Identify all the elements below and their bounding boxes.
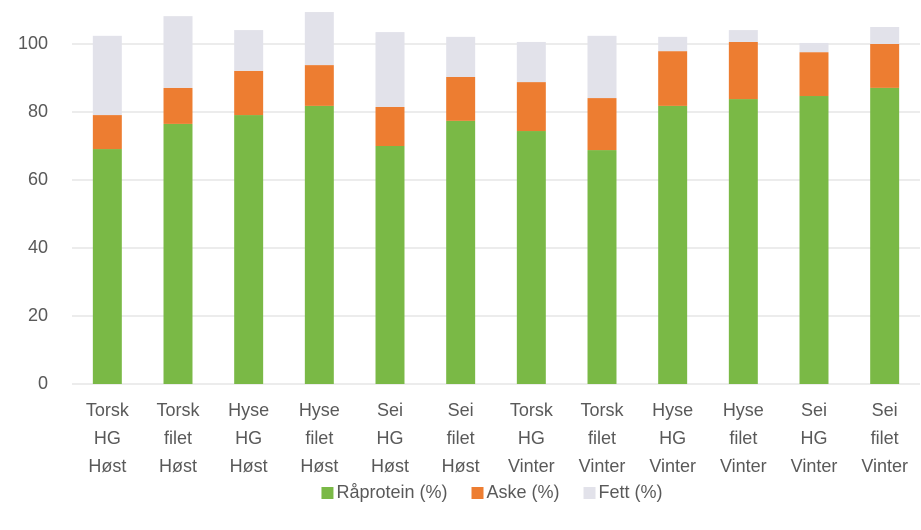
bar-segment	[234, 70, 264, 116]
x-tick-label: Vinter	[508, 456, 555, 476]
x-tick-label: Vinter	[720, 456, 767, 476]
x-tick-label: Torsk	[86, 400, 130, 420]
legend-label: Aske (%)	[487, 482, 560, 502]
y-tick-label: 20	[28, 305, 48, 325]
x-tick-label: filet	[447, 428, 475, 448]
bar-segment	[446, 76, 476, 121]
x-tick-label: Hyse	[723, 400, 764, 420]
legend-item: Fett (%)	[583, 482, 663, 502]
x-tick-label: Høst	[88, 456, 126, 476]
bar-segment	[163, 87, 193, 124]
bar-segment	[516, 41, 546, 83]
bar-segment	[92, 35, 122, 116]
bar-segment	[658, 36, 688, 52]
x-tick-label: filet	[871, 428, 899, 448]
y-tick-label: 100	[18, 33, 48, 53]
bar-segment	[658, 51, 688, 106]
bar-segment	[870, 44, 900, 88]
x-tick-label: Hyse	[299, 400, 340, 420]
x-tick-label: HG	[518, 428, 545, 448]
x-tick-label: Vinter	[861, 456, 908, 476]
x-tick-label: Torsk	[510, 400, 554, 420]
x-tick-label: HG	[94, 428, 121, 448]
x-tick-label: filet	[588, 428, 616, 448]
bar-segment	[304, 12, 334, 66]
x-tick-label: Sei	[872, 400, 898, 420]
x-tick-label: Torsk	[156, 400, 200, 420]
x-tick-label: Høst	[442, 456, 480, 476]
x-tick-label: Vinter	[649, 456, 696, 476]
x-tick-label: filet	[164, 428, 192, 448]
bar-segment	[870, 87, 900, 385]
x-tick-label: HG	[377, 428, 404, 448]
x-tick-label: HG	[235, 428, 262, 448]
bar-segment	[516, 82, 546, 132]
legend-label: Fett (%)	[599, 482, 663, 502]
bar-segment	[728, 99, 758, 384]
bar-segment	[163, 16, 193, 88]
x-tick-label: HG	[801, 428, 828, 448]
bar-segment	[304, 105, 334, 384]
legend-swatch	[583, 487, 596, 499]
bar-segment	[587, 150, 617, 384]
bar-segment	[870, 27, 900, 44]
x-tick-label: Hyse	[228, 400, 269, 420]
bar-segment	[163, 123, 193, 385]
bar-segment	[375, 32, 405, 107]
y-tick-label: 40	[28, 237, 48, 257]
bar-segment	[304, 65, 334, 106]
bar-segment	[375, 146, 405, 384]
x-tick-label: Torsk	[580, 400, 624, 420]
bar-segment	[799, 52, 829, 97]
bar-segment	[516, 131, 546, 384]
x-tick-label: filet	[729, 428, 757, 448]
x-tick-label: Vinter	[791, 456, 838, 476]
bar-segment	[728, 41, 758, 100]
x-tick-label: Høst	[159, 456, 197, 476]
x-tick-label: Sei	[801, 400, 827, 420]
y-tick-label: 0	[38, 373, 48, 393]
bar-segment	[234, 115, 264, 384]
bar-segment	[587, 35, 617, 99]
legend-item: Råprotein (%)	[321, 482, 448, 502]
x-tick-label: Hyse	[652, 400, 693, 420]
bar-segment	[92, 115, 122, 150]
bar-segment	[92, 149, 122, 384]
x-tick-label: Vinter	[579, 456, 626, 476]
x-tick-label: Høst	[230, 456, 268, 476]
bar-segment	[446, 36, 476, 77]
bar-segment	[234, 30, 264, 71]
x-tick-label: Sei	[448, 400, 474, 420]
bar-segment	[799, 42, 829, 53]
legend-swatch	[321, 487, 334, 499]
legend-swatch	[471, 487, 484, 499]
y-tick-label: 80	[28, 101, 48, 121]
bar-segment	[728, 30, 758, 42]
x-tick-label: Sei	[377, 400, 403, 420]
bar-segment	[375, 106, 405, 146]
x-tick-label: filet	[305, 428, 333, 448]
y-tick-label: 60	[28, 169, 48, 189]
bar-segment	[799, 96, 829, 385]
x-tick-label: HG	[659, 428, 686, 448]
legend-item: Aske (%)	[471, 482, 560, 502]
legend-label: Råprotein (%)	[336, 482, 447, 502]
bar-segment	[658, 105, 688, 384]
x-tick-label: Høst	[371, 456, 409, 476]
x-tick-label: Høst	[300, 456, 338, 476]
bar-segment	[446, 120, 476, 384]
bar-segment	[587, 98, 617, 151]
